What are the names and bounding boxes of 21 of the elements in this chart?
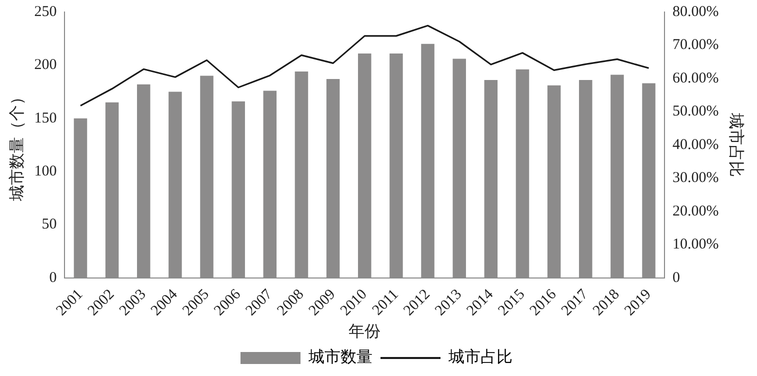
y-tick-label: 250 — [34, 4, 57, 20]
y2-tick-label: 60.00% — [672, 70, 719, 86]
y2-tick-label: 10.00% — [672, 236, 719, 253]
legend-label: 城市占比 — [448, 348, 512, 366]
x-axis-title: 年份 — [348, 324, 381, 341]
x-tick-label: 2011 — [370, 286, 402, 319]
y-tick-label: 200 — [34, 57, 57, 74]
y2-axis-title: 城市占比 — [727, 112, 746, 177]
y2-tick-label: 20.00% — [672, 203, 719, 220]
y2-tick-label: 80.00% — [672, 4, 719, 20]
y-tick-label: 150 — [34, 110, 57, 126]
y2-tick-label: 40.00% — [672, 136, 719, 153]
y-axis-title: 城市数量（个） — [8, 88, 26, 202]
y-tick-label: 50 — [42, 216, 57, 233]
y2-tick-label: 70.00% — [672, 37, 719, 54]
y2-tick-label: 0 — [672, 270, 680, 286]
y-tick-label: 100 — [34, 163, 57, 180]
y-tick-label: 0 — [49, 270, 57, 286]
legend-label: 城市数量 — [308, 348, 372, 366]
y2-tick-label: 30.00% — [672, 170, 719, 186]
y2-tick-label: 50.00% — [672, 104, 719, 120]
